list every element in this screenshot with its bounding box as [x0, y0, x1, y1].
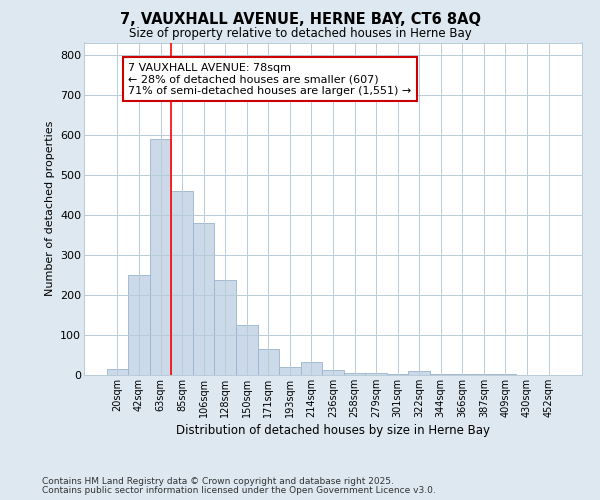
Bar	[214, 280, 236, 375]
Bar	[257, 349, 279, 375]
Bar	[279, 367, 301, 375]
Bar	[193, 223, 214, 375]
Y-axis label: Number of detached properties: Number of detached properties	[44, 121, 55, 296]
Text: Contains HM Land Registry data © Crown copyright and database right 2025.: Contains HM Land Registry data © Crown c…	[42, 477, 394, 486]
Text: 7, VAUXHALL AVENUE, HERNE BAY, CT6 8AQ: 7, VAUXHALL AVENUE, HERNE BAY, CT6 8AQ	[119, 12, 481, 28]
Bar	[409, 371, 430, 375]
Bar	[128, 275, 150, 375]
Text: Size of property relative to detached houses in Herne Bay: Size of property relative to detached ho…	[128, 28, 472, 40]
Bar	[107, 369, 128, 375]
Bar	[452, 374, 473, 375]
Bar	[494, 374, 516, 375]
Bar	[236, 325, 257, 375]
Text: 7 VAUXHALL AVENUE: 78sqm
← 28% of detached houses are smaller (607)
71% of semi-: 7 VAUXHALL AVENUE: 78sqm ← 28% of detach…	[128, 62, 412, 96]
Bar	[344, 373, 365, 375]
Bar	[430, 374, 452, 375]
Bar	[150, 138, 172, 375]
Bar	[301, 362, 322, 375]
Bar	[387, 374, 409, 375]
Bar	[473, 374, 494, 375]
Bar	[365, 373, 387, 375]
Bar	[322, 370, 344, 375]
X-axis label: Distribution of detached houses by size in Herne Bay: Distribution of detached houses by size …	[176, 424, 490, 437]
Bar	[172, 190, 193, 375]
Text: Contains public sector information licensed under the Open Government Licence v3: Contains public sector information licen…	[42, 486, 436, 495]
